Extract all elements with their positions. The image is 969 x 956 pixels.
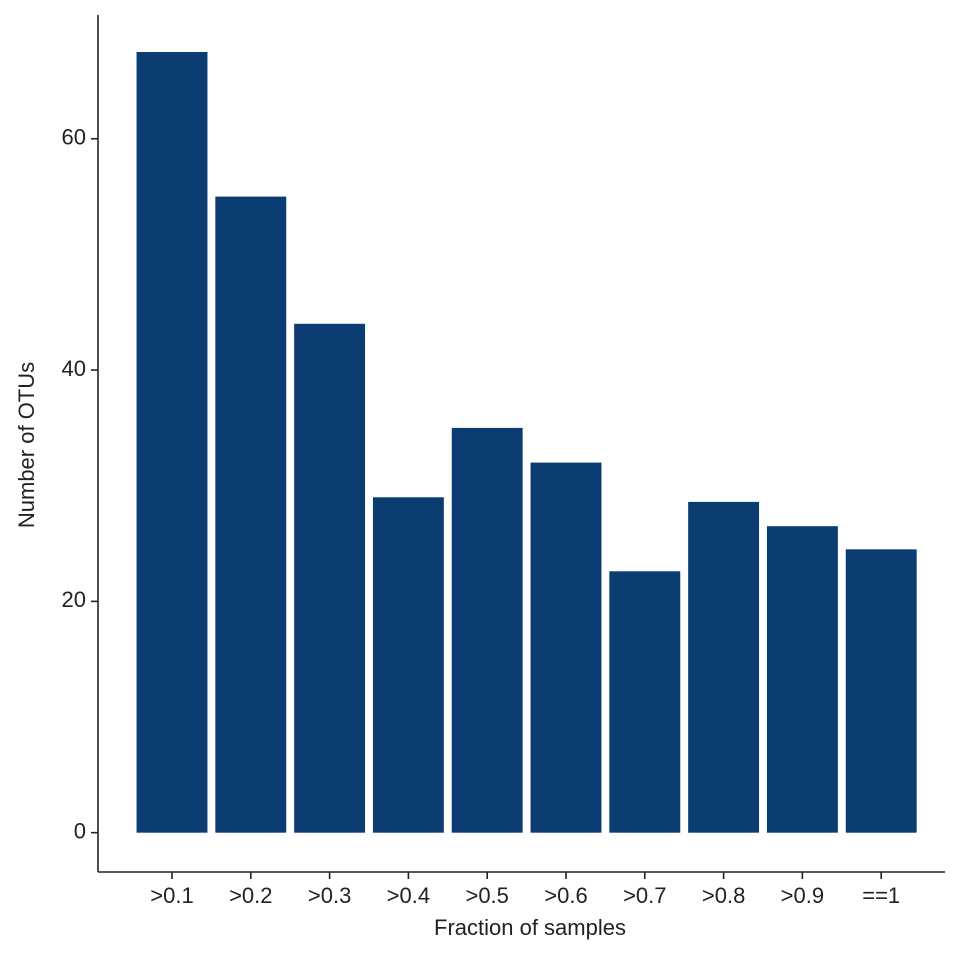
x-tick-label: >0.7	[623, 883, 666, 908]
x-tick-label: >0.6	[544, 883, 587, 908]
y-tick-label: 60	[62, 125, 86, 150]
x-tick-label: >0.1	[150, 883, 193, 908]
bar	[609, 571, 681, 833]
x-tick-label: >0.9	[781, 883, 824, 908]
x-tick-label: >0.8	[702, 883, 745, 908]
x-tick-label: ==1	[862, 883, 900, 908]
x-tick-label: >0.4	[387, 883, 430, 908]
x-axis-title: Fraction of samples	[434, 915, 626, 940]
x-tick-label: >0.2	[229, 883, 272, 908]
bar	[294, 323, 366, 833]
bar	[688, 501, 760, 833]
bar	[136, 52, 208, 833]
y-tick-label: 0	[74, 818, 86, 843]
x-tick-label: >0.5	[465, 883, 508, 908]
bar	[372, 497, 444, 833]
bar	[845, 549, 917, 833]
y-tick-label: 20	[62, 587, 86, 612]
bar	[766, 526, 838, 833]
bar	[530, 462, 602, 833]
x-tick-label: >0.3	[308, 883, 351, 908]
y-tick-label: 40	[62, 356, 86, 381]
bar	[451, 427, 523, 833]
bar	[215, 196, 287, 833]
y-axis-title: Number of OTUs	[14, 362, 39, 528]
